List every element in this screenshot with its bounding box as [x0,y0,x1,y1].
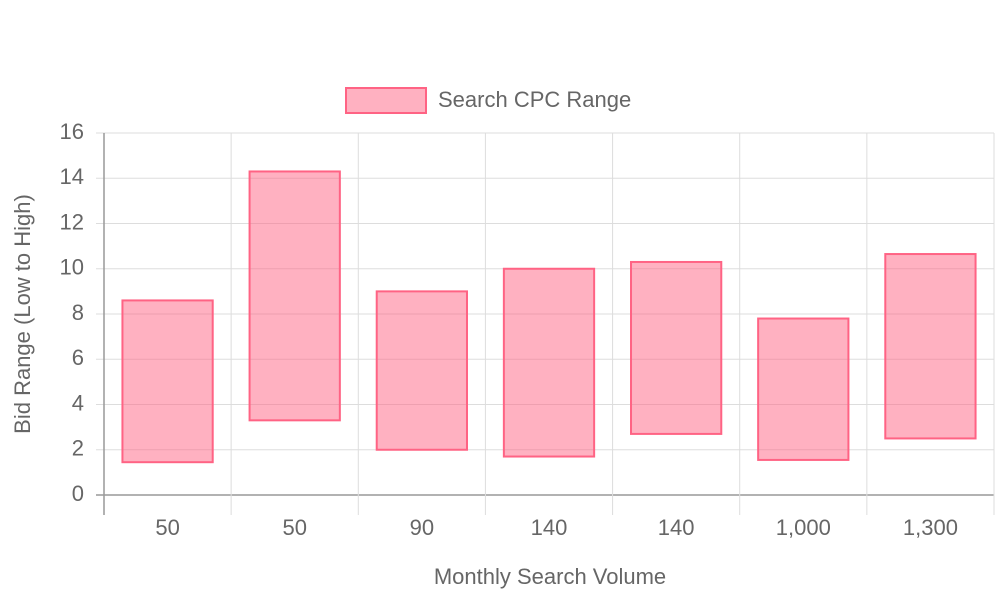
bar [757,317,850,461]
legend-label: Search CPC Range [438,87,631,112]
y-tick-label: 4 [72,390,84,415]
x-tick-label: 50 [282,515,306,540]
bar [502,267,596,458]
x-tick-label: 1,300 [903,515,958,540]
y-axis-title: Bid Range (Low to High) [10,194,35,434]
x-tick-label: 1,000 [776,515,831,540]
x-axis-title: Monthly Search Volume [434,564,666,589]
y-tick-label: 6 [72,345,84,370]
bar [121,299,214,464]
y-tick-label: 10 [60,255,84,280]
bar [248,170,341,422]
x-tick-label: 140 [531,515,568,540]
y-tick-label: 14 [60,164,84,189]
y-tick-label: 16 [60,119,84,144]
x-tick-label: 140 [658,515,695,540]
bar [375,290,468,451]
y-tick-label: 12 [60,209,84,234]
bar [630,260,723,435]
bar [884,253,977,440]
y-tick-label: 8 [72,300,84,325]
x-tick-label: 90 [410,515,434,540]
x-tick-label: 50 [155,515,179,540]
legend-swatch [345,87,427,114]
y-tick-label: 0 [72,481,84,506]
y-tick-label: 2 [72,436,84,461]
